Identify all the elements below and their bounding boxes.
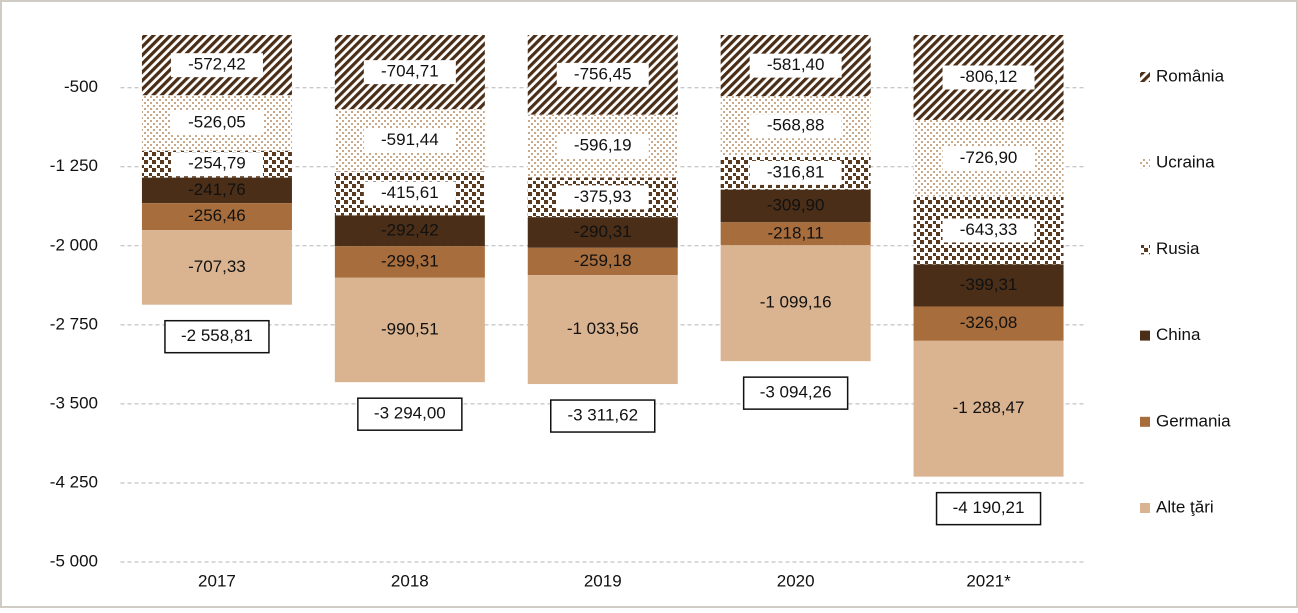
total-box — [550, 399, 656, 433]
value-label: -309,90 — [767, 195, 825, 214]
legend-swatch — [1140, 72, 1150, 82]
y-tick-label: -1 250 — [50, 156, 98, 175]
bar-segment — [527, 275, 678, 385]
legend-swatch — [1140, 158, 1150, 169]
total-box — [164, 319, 270, 354]
label-box — [556, 185, 649, 210]
value-label: -259,18 — [574, 251, 632, 270]
y-tick-label: -5 000 — [50, 551, 98, 570]
value-label: -990,51 — [381, 319, 439, 338]
value-label: -704,71 — [381, 62, 439, 81]
value-label: -526,05 — [188, 113, 246, 132]
value-label: -256,46 — [188, 206, 246, 225]
legend-label: Rusia — [1156, 239, 1200, 258]
bar-segment — [141, 177, 292, 204]
label-box — [170, 111, 263, 136]
y-tick-label: -3 500 — [50, 393, 98, 412]
y-tick-label: -500 — [64, 77, 98, 96]
legend-label: România — [1156, 66, 1225, 85]
bar-segment — [334, 277, 485, 383]
bar-segment — [334, 215, 485, 247]
bar-segment — [141, 230, 292, 305]
label-box — [363, 60, 456, 85]
label-box — [363, 181, 456, 206]
value-label: -292,42 — [381, 220, 439, 239]
label-box — [942, 146, 1035, 171]
value-label: -326,08 — [960, 313, 1018, 332]
bar-segment — [913, 306, 1064, 341]
bar-segment — [527, 217, 678, 248]
bar-segment — [720, 189, 871, 223]
total-label: -4 190,21 — [953, 498, 1025, 517]
value-label: -290,31 — [574, 222, 632, 241]
value-label: -726,90 — [960, 148, 1018, 167]
value-label: -375,93 — [574, 187, 632, 206]
total-label: -3 094,26 — [760, 383, 832, 402]
label-box — [749, 114, 842, 139]
bar-segment — [720, 245, 871, 362]
label-box — [556, 134, 649, 159]
value-label: -756,45 — [574, 64, 632, 83]
value-label: -241,76 — [188, 180, 246, 199]
bar-segment — [720, 222, 871, 246]
y-tick-label: -2 750 — [50, 314, 98, 333]
legend-swatch — [1140, 330, 1150, 341]
label-box — [942, 218, 1035, 243]
bar-segment — [141, 203, 292, 231]
value-label: -707,33 — [188, 257, 246, 276]
x-tick-label: 2019 — [584, 571, 622, 590]
legend-label: Alte ţări — [1156, 497, 1214, 516]
legend-swatch — [1140, 416, 1150, 427]
value-label: -299,31 — [381, 251, 439, 270]
value-label: -581,40 — [767, 55, 825, 74]
total-label: -3 311,62 — [567, 406, 638, 425]
value-label: -316,81 — [767, 162, 825, 181]
total-label: -2 558,81 — [181, 326, 253, 345]
value-label: -254,79 — [188, 154, 246, 173]
value-label: -596,19 — [574, 136, 632, 155]
bar-segment — [913, 340, 1064, 477]
label-box — [556, 62, 649, 87]
x-tick-label: 2020 — [777, 571, 815, 590]
legend-label: China — [1156, 325, 1201, 344]
value-label: -399,31 — [960, 275, 1018, 294]
total-box — [935, 491, 1042, 526]
value-label: -1 288,47 — [953, 398, 1025, 417]
label-box — [363, 128, 456, 153]
x-tick-label: 2018 — [391, 571, 429, 590]
value-label: -643,33 — [960, 220, 1018, 239]
value-label: -1 099,16 — [760, 293, 832, 312]
total-box — [742, 376, 849, 410]
bar-segment — [527, 247, 678, 276]
total-label: -3 294,00 — [374, 404, 446, 423]
legend-label: Germania — [1156, 411, 1231, 430]
legend-label: Ucraina — [1156, 153, 1215, 172]
total-box — [357, 397, 463, 431]
y-tick-label: -4 250 — [50, 472, 98, 491]
bar-segment — [334, 246, 485, 278]
value-label: -572,42 — [188, 55, 246, 74]
label-box — [170, 53, 263, 78]
value-label: -806,12 — [960, 67, 1018, 86]
value-label: -415,61 — [381, 183, 439, 202]
legend-swatch — [1140, 503, 1150, 513]
value-label: -1 033,56 — [567, 319, 639, 338]
legend-swatch — [1140, 244, 1150, 255]
label-box — [942, 65, 1035, 90]
x-tick-label: 2017 — [198, 571, 236, 590]
y-tick-label: -2 000 — [50, 235, 98, 254]
value-label: -218,11 — [767, 223, 823, 242]
label-box — [749, 160, 842, 185]
value-label: -591,44 — [381, 130, 439, 149]
value-label: -568,88 — [767, 116, 825, 135]
label-box — [170, 152, 263, 177]
bar-segment — [913, 264, 1064, 307]
label-box — [749, 53, 842, 78]
x-tick-label: 2021* — [966, 571, 1011, 590]
